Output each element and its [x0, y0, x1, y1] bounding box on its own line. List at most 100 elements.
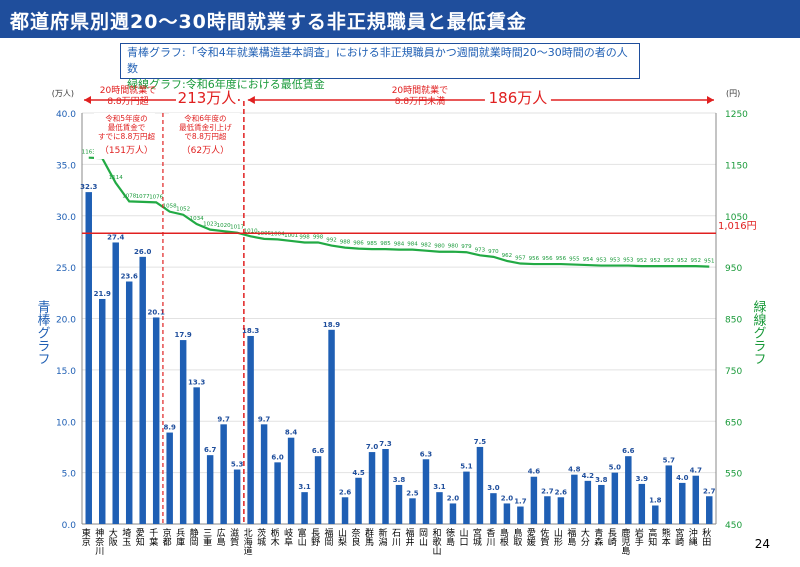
page-number: 24	[754, 537, 770, 551]
line-value-label: 992	[326, 238, 337, 244]
y-left-tick-label: 35.0	[56, 161, 76, 171]
category-label: 愛媛	[525, 527, 536, 547]
bar	[706, 496, 713, 524]
bar-value-label: 23.6	[121, 273, 138, 281]
y-right-tick-label: 1250	[725, 110, 748, 120]
legend-blue: 青棒グラフ:「令和4年就業構造基本調査」における非正規職員かつ週間就業時間20～…	[127, 46, 628, 75]
line-value-label: 1078	[122, 193, 136, 199]
category-label: 栃木	[269, 527, 280, 547]
category-label: 熊本	[660, 527, 671, 547]
y-right-tick-label: 550	[725, 470, 742, 480]
y-right-tick-label: 1150	[725, 161, 748, 171]
line-value-label: 988	[340, 240, 351, 246]
category-label: 岩手	[633, 527, 644, 547]
bar-value-label: 1.7	[514, 498, 527, 506]
bar	[206, 455, 214, 524]
bar-value-label: 5.3	[231, 461, 244, 469]
line-value-label: 1058	[163, 204, 177, 210]
y-left-tick-label: 40.0	[56, 110, 76, 120]
bar	[355, 477, 362, 524]
bar	[652, 505, 659, 524]
y-left-tick-label: 15.0	[56, 367, 76, 377]
category-label: 兵庫	[174, 527, 185, 547]
bar-value-label: 7.3	[379, 440, 392, 448]
line-value-label: 1034	[190, 216, 204, 222]
line-value-label: 952	[691, 258, 702, 264]
category-label: 北海道	[242, 528, 253, 556]
arrow-head	[84, 96, 91, 104]
line-value-label: 1001	[284, 233, 298, 239]
category-label: 香川	[484, 528, 495, 546]
line-value-label: 955	[569, 257, 580, 263]
category-label: 鳥取	[511, 527, 522, 547]
bar	[328, 329, 335, 524]
bar-value-label: 4.8	[568, 466, 581, 474]
y-right-tick-label: 750	[725, 367, 742, 377]
category-label: 山口	[457, 528, 468, 546]
bar	[314, 456, 322, 524]
bar	[125, 281, 133, 524]
group-under-total-bg	[484, 89, 551, 107]
group-under-total: 186万人	[489, 89, 548, 107]
y-left-tick-label: 5.0	[62, 470, 77, 480]
category-label: 島根	[498, 527, 509, 547]
bar-value-label: 18.9	[323, 321, 340, 329]
group-over-total: 213万人	[178, 89, 237, 107]
bar	[247, 335, 254, 524]
category-label: 愛知	[134, 527, 145, 547]
line-value-label: 973	[475, 247, 486, 253]
y-right-tick-label: 950	[725, 264, 742, 274]
bar-value-label: 2.5	[406, 489, 419, 497]
y-right-tick-label: 650	[725, 418, 742, 428]
bar	[193, 387, 200, 524]
category-label: 福島	[565, 527, 576, 547]
y-right-tick-label: 850	[725, 316, 742, 326]
bar-value-label: 9.7	[217, 415, 230, 423]
bar	[166, 432, 173, 524]
arrow-head	[707, 96, 714, 104]
line-value-label: 956	[556, 256, 567, 262]
category-label: 徳島	[444, 527, 455, 547]
group-under-label: 8.8万円未満	[395, 95, 445, 107]
bar	[220, 424, 227, 524]
y-right-title: 緑線グラフ	[751, 300, 767, 365]
subgroup-a-label: 最低賃金で	[108, 122, 146, 132]
line-value-label: 956	[529, 256, 540, 262]
category-label: 岐阜	[282, 527, 293, 547]
category-label: 大阪	[107, 527, 118, 547]
line-value-label: 1010	[244, 228, 258, 234]
bar	[85, 192, 92, 524]
line-value-label: 979	[461, 244, 472, 250]
bar	[436, 492, 443, 524]
line-value-label: 953	[596, 258, 607, 264]
group-over-label: 8.8万円超	[107, 95, 148, 107]
category-label: 鹿児島	[619, 527, 630, 556]
y-right-tick-label: 450	[725, 521, 742, 531]
bar-value-label: 5.0	[609, 464, 622, 472]
bar	[409, 498, 416, 524]
line-value-label: 956	[542, 256, 553, 262]
bar	[557, 497, 565, 524]
y-left-unit: (万人)	[52, 89, 74, 98]
subgroup-a-label: すでに8.8万円超	[98, 132, 156, 141]
bar-value-label: 21.9	[94, 290, 111, 298]
line-value-label: 951	[704, 259, 715, 265]
subgroup-b-bg	[168, 113, 240, 159]
category-label: 沖縄	[687, 527, 698, 546]
bar-value-label: 3.1	[298, 483, 311, 491]
bar-value-label: 7.5	[474, 438, 487, 446]
bar-value-label: 3.8	[595, 476, 608, 484]
bar	[368, 452, 376, 524]
bar	[422, 459, 430, 524]
group-under-label: 20時間就業で	[392, 84, 448, 96]
subgroup-a-bg	[94, 113, 155, 159]
category-label: 山形	[552, 528, 563, 547]
group-over-total-bg	[176, 89, 238, 107]
line-value-label: 953	[610, 258, 621, 264]
bar	[490, 493, 497, 524]
bar-value-label: 6.7	[204, 446, 217, 454]
bar-value-label: 6.3	[420, 450, 433, 458]
bar-value-label: 4.7	[690, 467, 703, 475]
page-title: 都道府県別週20～30時間就業する非正規職員と最低賃金	[10, 11, 527, 33]
